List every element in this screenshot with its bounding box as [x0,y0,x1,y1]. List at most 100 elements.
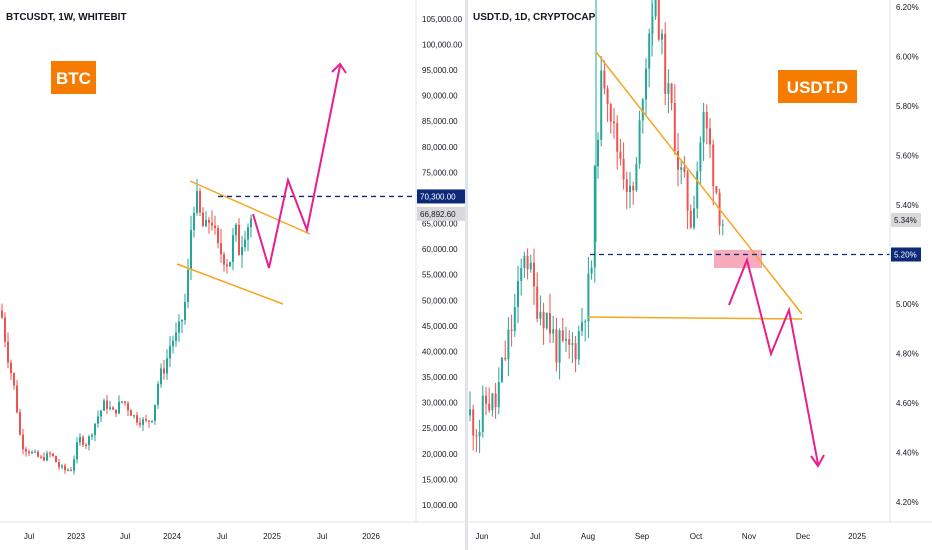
usdtd-candle [501,357,503,384]
btc-projection-path[interactable] [252,65,341,269]
x-tick-label: 2026 [362,532,380,541]
btc-candle [178,314,180,342]
usdtd-candle [625,171,628,210]
usdtd-projection-path[interactable] [728,256,819,465]
usdtd-candle [555,317,558,372]
usdtd-candle [693,195,695,230]
usdtd-candle [549,293,551,344]
x-tick-label: 2025 [848,532,866,541]
btc-candles [1,178,252,475]
usdtd-candle [670,82,673,111]
usdtd-candle [523,251,526,278]
x-tick-label: Sep [635,532,650,541]
usdtd-candle [561,317,564,343]
y-tick-label: 4.60% [896,399,919,408]
triangle-lower-line[interactable] [587,316,803,320]
usdtd-candle [520,258,523,296]
btc-badge-text: BTC [56,69,91,88]
btc-candle [43,452,45,462]
btc-price-axis[interactable]: 105,000.00 100,000.00 95,000.00 90,000.00 85… [422,15,463,510]
btc-candle [91,432,93,441]
usdtd-candle [481,385,484,438]
usdtd-candle [696,161,699,219]
btc-candle [232,227,234,271]
usdtd-candle [472,404,475,451]
channel-lower-line[interactable] [176,263,284,305]
usdtd-candle [603,60,606,95]
y-tick-label: 6.20% [896,3,919,12]
x-tick-label: Dec [796,532,810,541]
btc-candle [106,394,108,415]
channel-upper-line[interactable] [189,180,311,235]
btc-candle [142,416,144,431]
y-tick-label: 15,000.00 [422,475,458,484]
usdtd-candle [552,315,555,343]
usdtd-candle [517,265,519,324]
btc-candle [148,420,150,428]
btc-candle [160,363,162,388]
usdtd-candle [635,157,638,192]
usdtd-candle [709,118,711,158]
y-tick-label: 60,000.00 [422,245,458,254]
usdtd-badge [778,70,857,103]
usdtd-candle [533,248,535,305]
btc-candle [211,210,213,231]
usdtd-resistance-zone[interactable] [714,250,762,268]
btc-candle [22,428,24,455]
price-tag-label: 5.20% [894,251,917,260]
btc-candle [223,251,225,272]
usdtd-panel: 7.00%6.80%6.60%6.40%6.20%6.00%5.80%5.60%… [468,0,932,541]
x-tick-label: Jun [476,532,489,541]
btc-candle [70,466,72,472]
y-tick-label: 5.60% [896,152,919,161]
btc-candle [220,228,222,263]
y-tick-label: 45,000.00 [422,322,458,331]
btc-candle [73,455,75,475]
usdtd-candle [664,22,667,106]
triangle-upper-line[interactable] [595,51,803,315]
y-tick-label: 75,000.00 [422,168,458,177]
usdtd-candle [568,330,571,359]
btc-candle [250,214,252,238]
usdtd-candle [677,132,679,187]
btc-overlays [176,62,416,305]
btc-candle [58,458,60,471]
usdtd-candle [529,254,532,273]
usdtd-candle [667,69,670,114]
usdtd-candle [683,156,686,178]
usdtd-candles [469,0,724,453]
usdtd-candle [577,325,580,366]
usdtd-time-axis[interactable]: Jun Jul Aug Sep Oct Nov Dec 2025 [476,532,867,541]
btc-candle [193,206,195,238]
usdtd-candle [488,387,491,413]
x-tick-label: Aug [581,532,595,541]
btc-candle [19,408,21,436]
usdtd-candle [629,171,631,208]
usdtd-price-axis[interactable]: 7.00%6.80%6.60%6.40%6.20%6.00%5.80%5.60%… [896,0,919,507]
price-tag [891,247,921,262]
usdtd-badge-text: USDT.D [787,78,848,97]
btc-candle [67,468,69,472]
btc-candle [184,293,186,325]
btc-candle [115,409,117,418]
usdtd-candle [657,0,660,42]
btc-candle [151,420,153,424]
btc-candle [85,442,87,450]
x-tick-label: Jul [217,532,227,541]
usdtd-projection-arrowhead [810,454,825,468]
btc-candle [196,178,198,216]
x-tick-label: Jul [530,532,540,541]
usdtd-price-labels: 5.34% 5.20% [891,212,921,262]
usdtd-candle [654,0,657,21]
usdtd-candle [705,104,708,145]
y-tick-label: 80,000.00 [422,143,458,152]
panel-separator[interactable] [465,0,468,550]
btc-candle [109,400,111,411]
y-tick-label: 90,000.00 [422,92,458,101]
btc-candle [1,303,3,319]
btc-candle [121,401,123,404]
usdtd-candle [632,181,635,205]
btc-time-axis[interactable]: Jul 2023 Jul 2024 Jul 2025 Jul 2026 [24,532,381,541]
y-tick-label: 35,000.00 [422,373,458,382]
y-tick-label: 40,000.00 [422,347,458,356]
